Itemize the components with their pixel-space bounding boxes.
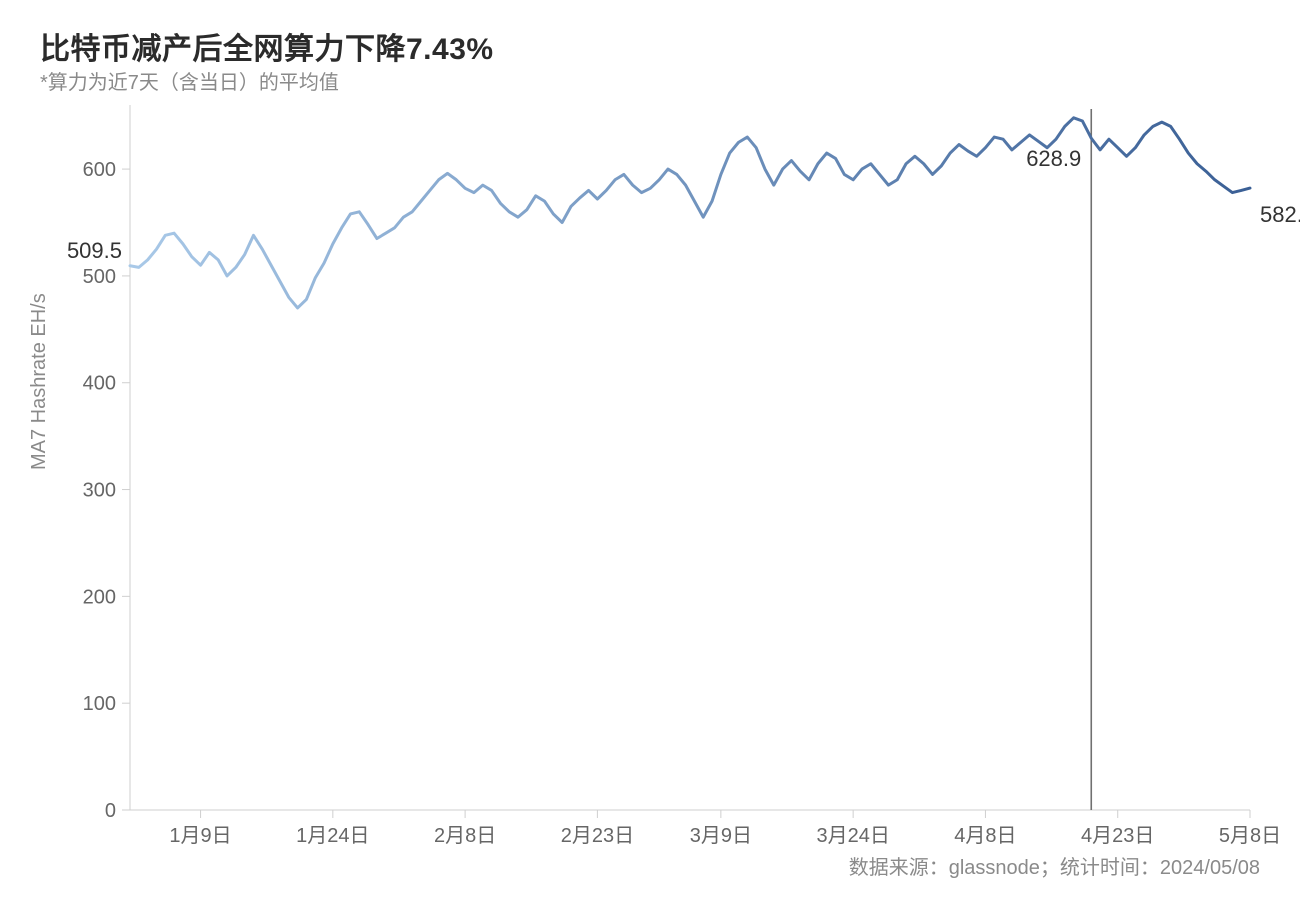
y-tick-label: 600 [83,159,116,181]
y-axis-label: MA7 Hashrate EH/s [28,293,51,470]
point-annotation: 582.2 [1260,202,1300,227]
y-tick-label: 300 [83,480,116,502]
x-tick-label: 3月9日 [690,825,752,847]
x-tick-label: 1月24日 [296,825,369,847]
chart-subtitle: *算力为近7天（含当日）的平均值 [40,66,339,95]
y-tick-label: 500 [83,266,116,288]
point-annotation: 628.9 [1026,146,1081,171]
chart-title: 比特币减产后全网算力下降7.43% [40,24,494,68]
x-tick-label: 2月23日 [561,825,634,847]
x-tick-label: 5月8日 [1219,825,1281,847]
data-credit: 数据来源：glassnode；统计时间：2024/05/08 [849,851,1260,880]
y-tick-label: 0 [105,800,116,822]
hashrate-line-chart: 0 100 200 300 400 500 600 1月9日 1月24日 2月8日 2月23日 3月9… [0,0,1300,900]
x-tick-label: 4月23日 [1081,825,1154,847]
x-tick-label: 3月24日 [816,825,889,847]
x-tick-label: 4月8日 [954,825,1016,847]
y-tick-label: 200 [83,586,116,608]
hashrate-series [130,118,1250,308]
x-tick-label: 2月8日 [434,825,496,847]
point-annotation: 509.5 [67,238,122,263]
y-tick-label: 100 [83,693,116,715]
x-tick-label: 1月9日 [169,825,231,847]
y-tick-label: 400 [83,373,116,395]
